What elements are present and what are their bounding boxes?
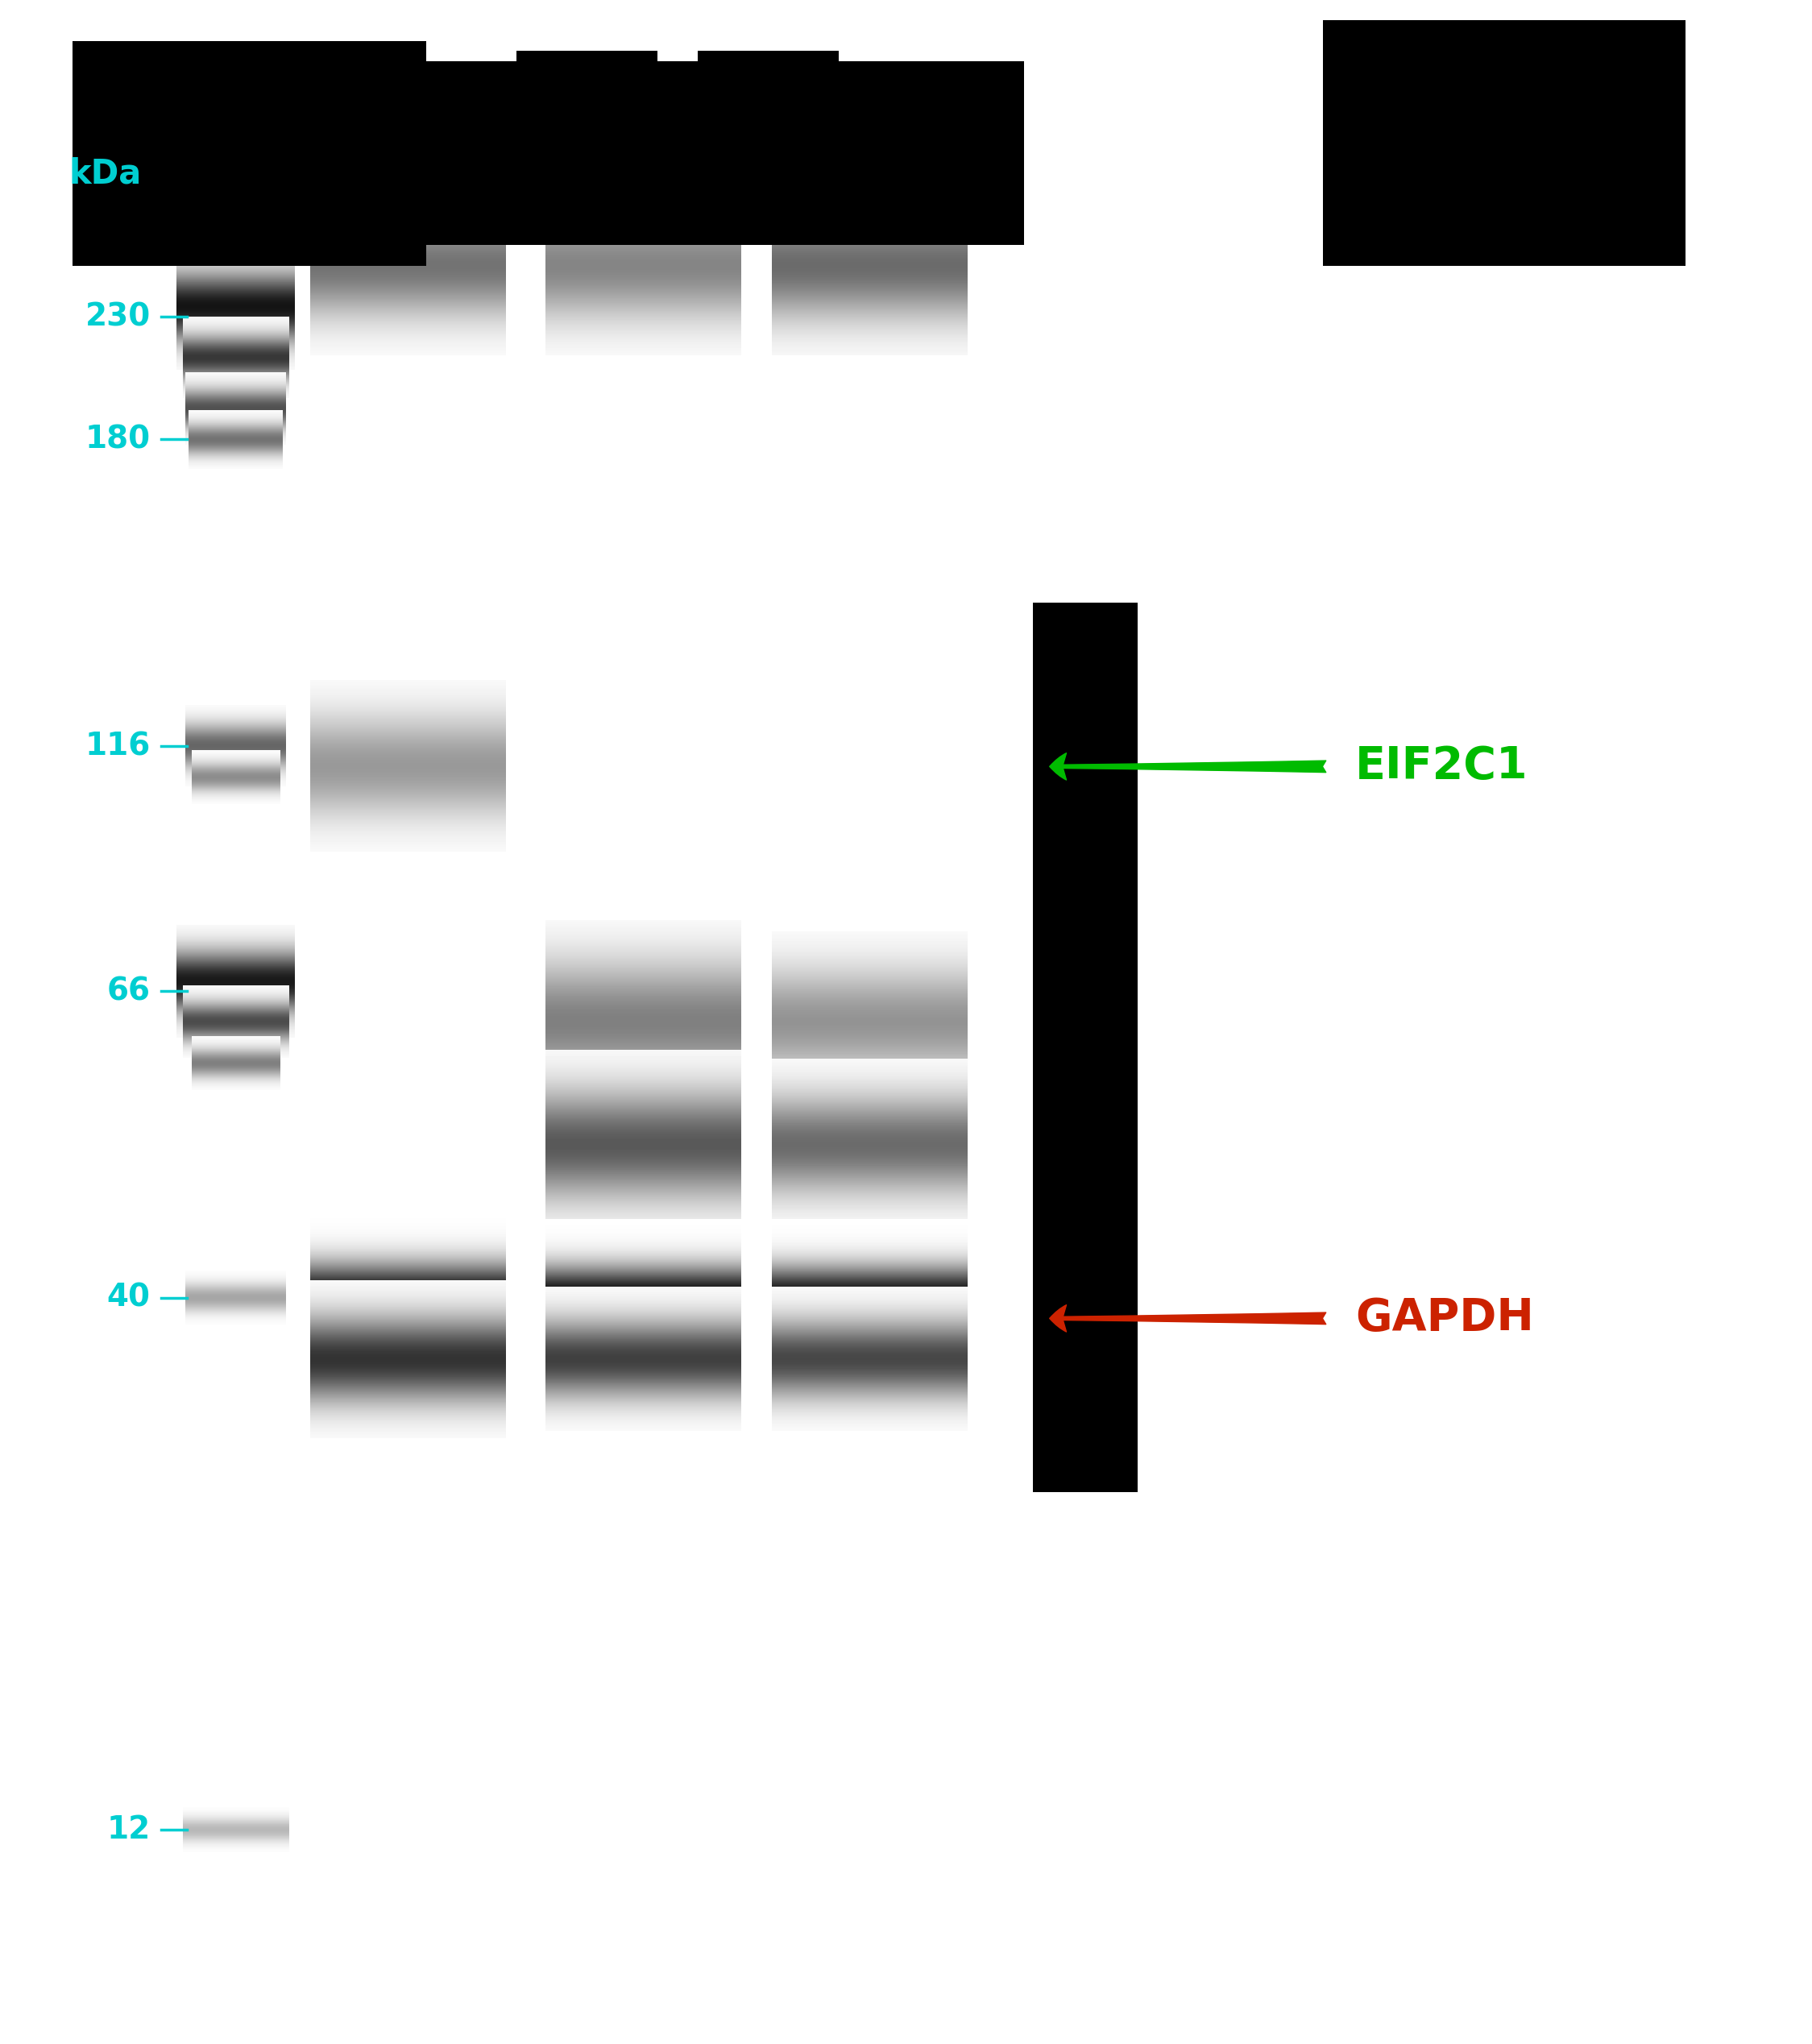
Bar [72, 41, 426, 266]
Text: 12: 12 [107, 1815, 150, 1844]
Bar [698, 51, 839, 245]
Text: 40: 40 [107, 1284, 150, 1312]
Bar [159, 255, 1024, 1972]
Text: 230: 230 [85, 303, 150, 331]
Bar [1323, 20, 1685, 266]
Text: 66: 66 [107, 977, 150, 1006]
Text: 180: 180 [85, 425, 150, 454]
Text: 116: 116 [85, 732, 150, 760]
Bar [72, 143, 159, 255]
Bar [516, 51, 658, 245]
Bar [1033, 603, 1138, 1492]
Bar [159, 61, 1024, 245]
Text: kDa: kDa [69, 157, 141, 190]
Text: GAPDH: GAPDH [1355, 1296, 1535, 1341]
Text: EIF2C1: EIF2C1 [1355, 744, 1528, 789]
